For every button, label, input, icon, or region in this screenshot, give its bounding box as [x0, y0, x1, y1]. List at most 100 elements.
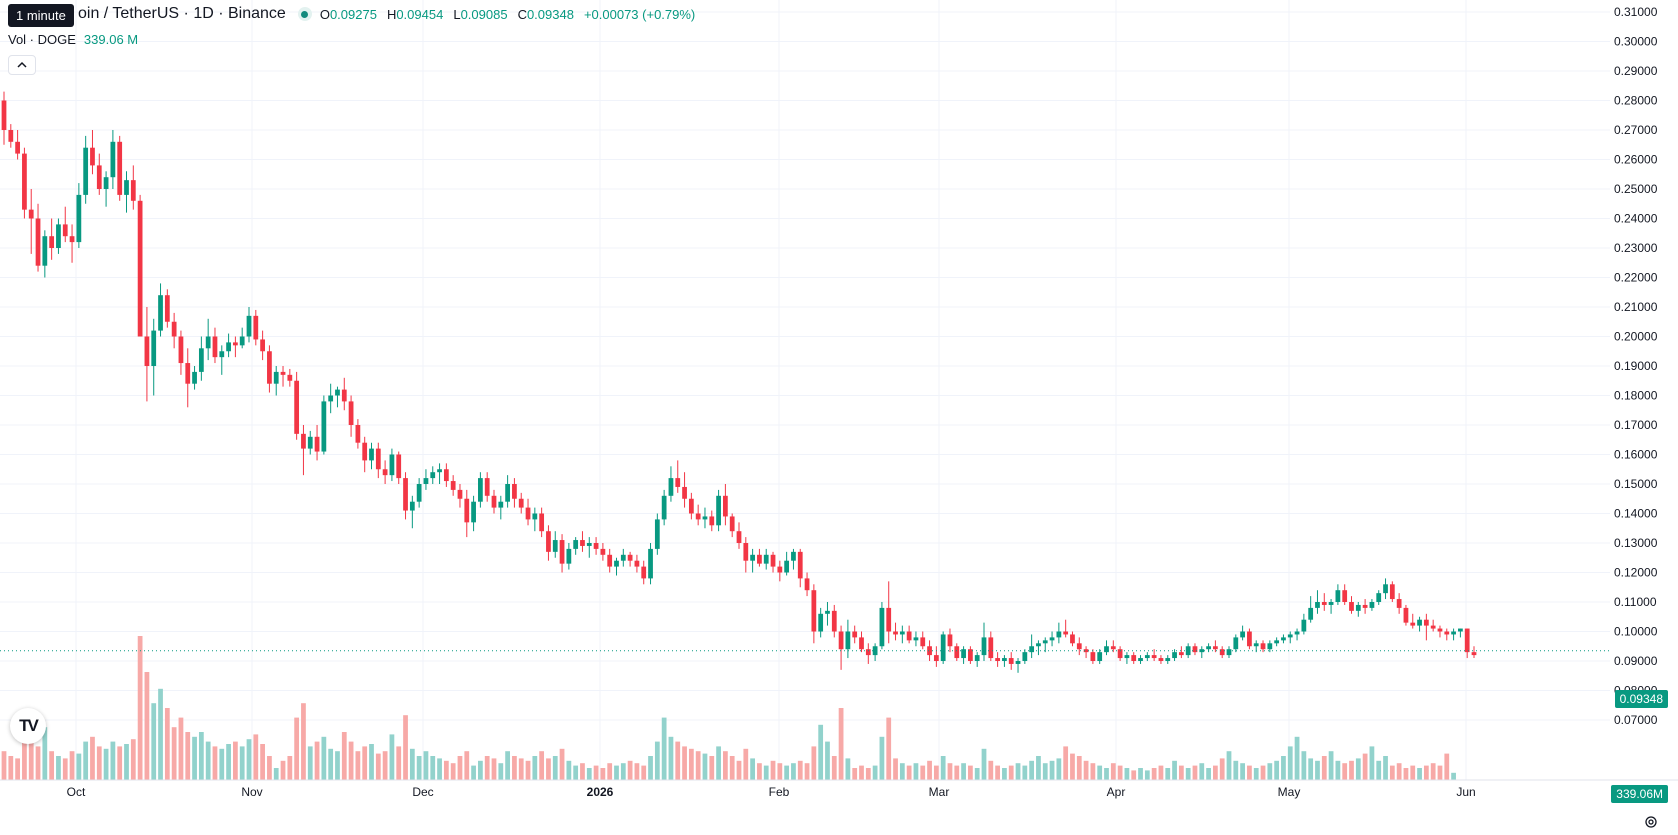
y-tick-label: 0.18000: [1614, 389, 1658, 403]
volume-bar: [1178, 765, 1184, 780]
candle: [995, 652, 1000, 667]
candle: [518, 492, 524, 514]
candle-body: [627, 554, 633, 561]
price-axis[interactable]: 0.31000 0.30000 0.29000 0.28000 0.27000 0.260…: [1614, 5, 1658, 727]
candle-body: [110, 141, 116, 178]
candle: [1471, 646, 1477, 659]
candle: [1151, 649, 1157, 661]
volume-bar: [825, 741, 830, 780]
candle: [532, 507, 538, 532]
candle: [362, 436, 368, 473]
volume-bar: [198, 732, 204, 780]
candle: [144, 307, 150, 402]
candle: [314, 425, 320, 461]
candle-body: [1042, 640, 1048, 644]
candle-body: [879, 607, 885, 647]
candle-body: [1036, 643, 1041, 647]
candle-body: [620, 554, 626, 561]
y-tick-label: 0.11000: [1614, 595, 1657, 609]
volume-bar: [369, 744, 374, 780]
volume-bar: [838, 708, 844, 780]
volume-bar: [1253, 768, 1259, 780]
volume-bar: [1260, 765, 1266, 780]
symbol-title[interactable]: oin / TetherUS · 1D · Binance: [78, 5, 286, 22]
volume-bar: [450, 763, 456, 780]
candle: [668, 466, 674, 502]
volume-bar: [1144, 770, 1150, 780]
candle-body: [192, 371, 197, 384]
volume-bar: [879, 736, 885, 780]
volume-bar: [1042, 763, 1048, 780]
candle-body: [723, 495, 728, 517]
candle: [307, 430, 313, 455]
candle-body: [423, 478, 429, 484]
volume-bar: [1287, 746, 1293, 780]
candle: [1451, 628, 1456, 641]
candle: [375, 442, 381, 479]
volume-bar: [280, 760, 286, 780]
candle: [695, 504, 701, 526]
candle-body: [505, 484, 510, 502]
candle: [28, 189, 34, 254]
volume-bar: [1355, 758, 1361, 780]
volume-bar: [580, 763, 585, 780]
candle-body: [525, 507, 531, 520]
volume-bar: [593, 765, 599, 780]
candle-body: [859, 637, 864, 650]
volume-bar: [1233, 760, 1239, 780]
x-tick-label: 2026: [587, 785, 614, 799]
candle-body: [1471, 652, 1477, 656]
candle: [770, 551, 776, 573]
volume-bar: [1158, 765, 1164, 780]
volume-bar: [1172, 760, 1177, 780]
tradingview-logo-icon[interactable]: TV: [10, 708, 46, 744]
candle: [1260, 640, 1266, 653]
candle-body: [130, 180, 136, 201]
volume-bar: [716, 746, 721, 780]
symbol-legend: oin / TetherUS · 1D · Binance O0.09275 H…: [78, 5, 695, 23]
candle-body: [457, 489, 463, 499]
volume-bar: [287, 756, 293, 780]
candle: [1423, 613, 1429, 641]
candle: [586, 537, 592, 558]
candle: [1287, 631, 1293, 644]
volume-bar: [443, 760, 449, 780]
ohlc-low-key: L: [453, 6, 461, 22]
volume-bar: [886, 717, 892, 780]
candle: [539, 507, 545, 538]
volume-bar: [859, 765, 864, 780]
ohlc-high: H0.09454: [387, 7, 449, 22]
candle: [654, 513, 660, 555]
volume-bar: [239, 746, 245, 780]
interval-tooltip: 1 minute: [8, 4, 74, 27]
candle: [1056, 622, 1062, 644]
candle-body: [1321, 602, 1327, 605]
candle: [566, 543, 572, 570]
volume-bar: [1138, 768, 1143, 780]
candle: [620, 548, 626, 567]
candle: [927, 640, 932, 661]
y-tick-label: 0.15000: [1614, 477, 1658, 491]
collapse-legend-button[interactable]: [8, 55, 36, 75]
market-status-icon[interactable]: [297, 7, 312, 21]
candle: [1042, 637, 1048, 653]
candle: [968, 646, 973, 664]
volume-bar: [1240, 763, 1245, 780]
candle-body: [1104, 646, 1109, 653]
candle-body: [1165, 658, 1171, 661]
volume-bar: [1070, 753, 1075, 780]
y-tick-label: 0.09000: [1614, 654, 1658, 668]
candle-body: [825, 610, 830, 614]
volume-bar: [491, 758, 497, 780]
candle: [1097, 649, 1103, 664]
candle: [1029, 634, 1035, 659]
volume-label[interactable]: Vol · DOGE: [8, 32, 76, 47]
volume-bar: [736, 760, 742, 780]
volume-bar: [498, 763, 504, 780]
volume-bar: [8, 756, 14, 780]
candle: [1008, 652, 1014, 670]
volume-bar: [185, 732, 191, 780]
chart-settings-button[interactable]: [1642, 813, 1660, 831]
time-axis[interactable]: Oct Nov Dec 2026 Feb Mar Apr May Jun: [0, 779, 1678, 799]
